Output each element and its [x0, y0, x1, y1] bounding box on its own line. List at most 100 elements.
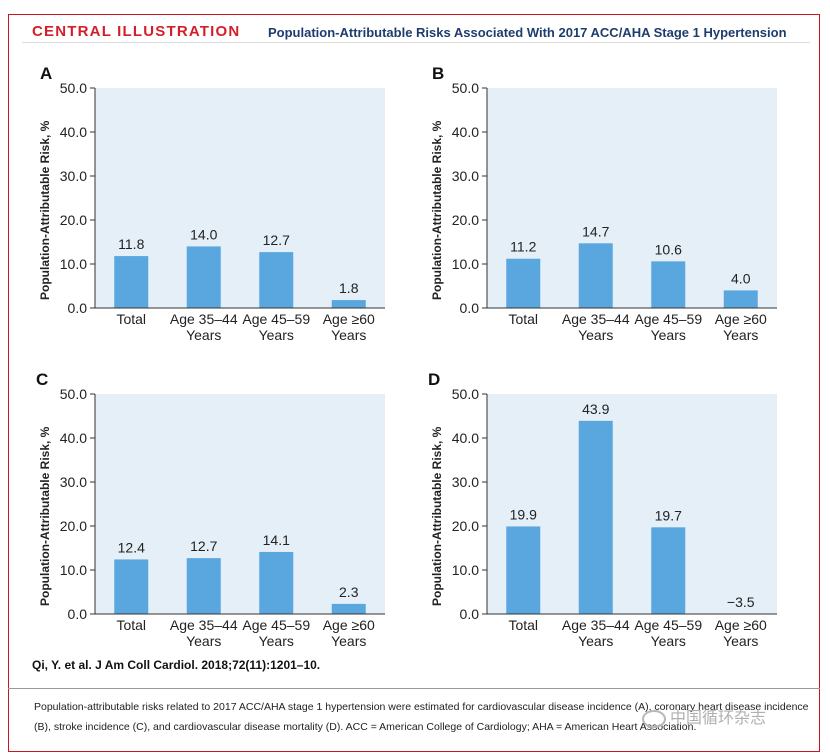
x-tick-label: Years — [259, 327, 294, 343]
caption-line-1: Population-attributable risks related to… — [34, 701, 809, 713]
bar — [651, 527, 686, 614]
y-tick-label: 0.0 — [460, 606, 480, 622]
x-tick-label: Years — [259, 633, 294, 649]
bar-chart-b: 0.0 10.0 20.0 30.0 40.0 50.0 11.2 Total 14.7 Age … — [452, 80, 777, 343]
citation: Qi, Y. et al. J Am Coll Cardiol. 2018;72… — [32, 658, 321, 672]
bar — [506, 258, 541, 308]
data-label: 11.8 — [118, 236, 144, 252]
x-tick-label: Age ≥60 — [715, 617, 767, 633]
data-label: 12.7 — [190, 538, 217, 554]
data-label: 10.6 — [655, 241, 682, 257]
central-illustration-tag: CENTRAL ILLUSTRATION — [32, 23, 241, 40]
x-tick-label: Age ≥60 — [715, 311, 767, 327]
y-tick-label: 20.0 — [60, 212, 87, 228]
panel-letter: C — [36, 370, 49, 389]
panel-letter: A — [40, 64, 53, 83]
y-tick-label: 20.0 — [60, 518, 87, 534]
x-tick-label: Years — [651, 327, 686, 343]
x-tick-label: Age 45–59 — [242, 617, 310, 633]
data-label: 1.8 — [339, 280, 359, 296]
x-tick-label: Total — [116, 311, 146, 327]
bar — [651, 261, 686, 308]
y-tick-label: 50.0 — [60, 80, 87, 96]
bar — [186, 558, 221, 614]
wechat-logo-icon — [642, 709, 666, 728]
x-tick-label: Years — [331, 633, 366, 649]
panel-letter: B — [432, 64, 445, 83]
y-tick-label: 10.0 — [60, 256, 87, 272]
y-tick-label: 40.0 — [60, 430, 87, 446]
bar — [186, 246, 221, 308]
x-tick-label: Age 35–44 — [170, 311, 238, 327]
y-tick-label: 40.0 — [452, 430, 479, 446]
panel-letter: D — [428, 370, 441, 389]
x-tick-label: Age 45–59 — [242, 311, 310, 327]
watermark: 中国循环杂志 — [642, 704, 766, 728]
y-tick-label: 10.0 — [60, 562, 87, 578]
panel-d: D Population-Attributable Risk, % 0.0 10.… — [422, 366, 802, 649]
watermark-text: 中国循环杂志 — [670, 710, 767, 727]
y-tick-label: 50.0 — [452, 80, 479, 96]
figure-header: CENTRAL ILLUSTRATION Population-Attribut… — [22, 22, 810, 43]
x-tick-label: Age ≥60 — [323, 617, 375, 633]
y-tick-label: 50.0 — [452, 386, 479, 402]
x-tick-label: Years — [723, 327, 758, 343]
x-tick-label: Total — [508, 311, 538, 327]
y-tick-label: 0.0 — [460, 300, 480, 316]
bar — [506, 526, 541, 614]
x-tick-label: Age ≥60 — [323, 311, 375, 327]
bar-chart-d: 0.0 10.0 20.0 30.0 40.0 50.0 19.9 Total 43.9 Age … — [452, 386, 777, 649]
caption-line-2: (B), stroke incidence (C), and cardiovas… — [34, 721, 697, 733]
bar-chart-c: 0.0 10.0 20.0 30.0 40.0 50.0 12.4 Total 12.7 Age … — [60, 386, 385, 649]
data-label: 12.4 — [118, 539, 145, 555]
y-tick-label: 40.0 — [452, 124, 479, 140]
x-tick-label: Years — [578, 327, 613, 343]
y-tick-label: 40.0 — [60, 124, 87, 140]
data-label: 14.1 — [263, 532, 290, 548]
bar — [578, 243, 613, 308]
y-tick-label: 0.0 — [68, 606, 88, 622]
data-label: 19.9 — [510, 506, 537, 522]
x-tick-label: Years — [331, 327, 366, 343]
figure-title: Population-Attributable Risks Associated… — [268, 25, 787, 40]
y-tick-label: 20.0 — [452, 212, 479, 228]
x-tick-label: Years — [186, 633, 221, 649]
bar — [578, 420, 613, 614]
x-tick-label: Total — [508, 617, 538, 633]
figure-caption: Population-attributable risks related to… — [8, 688, 820, 752]
y-tick-label: 20.0 — [452, 518, 479, 534]
bar-chart-a: 0.0 10.0 20.0 30.0 40.0 50.0 11.8 Total 14.0 Age … — [60, 80, 385, 343]
x-tick-label: Years — [578, 633, 613, 649]
x-tick-label: Age 35–44 — [562, 617, 630, 633]
bar — [331, 603, 366, 614]
x-tick-label: Age 35–44 — [170, 617, 238, 633]
x-tick-label: Years — [723, 633, 758, 649]
data-label: 11.2 — [510, 239, 536, 255]
bar — [259, 252, 294, 308]
y-tick-label: 30.0 — [452, 168, 479, 184]
x-tick-label: Age 35–44 — [562, 311, 630, 327]
panel-c: C Population-Attributable Risk, % 0.0 10.… — [30, 366, 410, 649]
panel-b: B Population-Attributable Risk, % 0.0 10.… — [422, 60, 802, 343]
data-label: 43.9 — [582, 401, 609, 417]
x-tick-label: Years — [651, 633, 686, 649]
y-tick-label: 10.0 — [452, 562, 479, 578]
data-label: 2.3 — [339, 584, 359, 600]
y-tick-label: 10.0 — [452, 256, 479, 272]
y-tick-label: 0.0 — [68, 300, 88, 316]
bar — [723, 290, 758, 308]
data-label: 19.7 — [655, 507, 682, 523]
data-label: 4.0 — [731, 270, 751, 286]
x-tick-label: Age 45–59 — [634, 617, 702, 633]
x-tick-label: Years — [186, 327, 221, 343]
bar — [114, 559, 149, 614]
data-label: 12.7 — [263, 232, 290, 248]
y-tick-label: 50.0 — [60, 386, 87, 402]
data-label: −3.5 — [727, 594, 755, 610]
data-label: 14.7 — [582, 223, 609, 239]
bar — [114, 256, 149, 308]
panel-a: A Population-Attributable Risk, % 0.0 10.… — [30, 60, 410, 343]
data-label: 14.0 — [190, 226, 217, 242]
y-tick-label: 30.0 — [452, 474, 479, 490]
bar — [331, 300, 366, 308]
